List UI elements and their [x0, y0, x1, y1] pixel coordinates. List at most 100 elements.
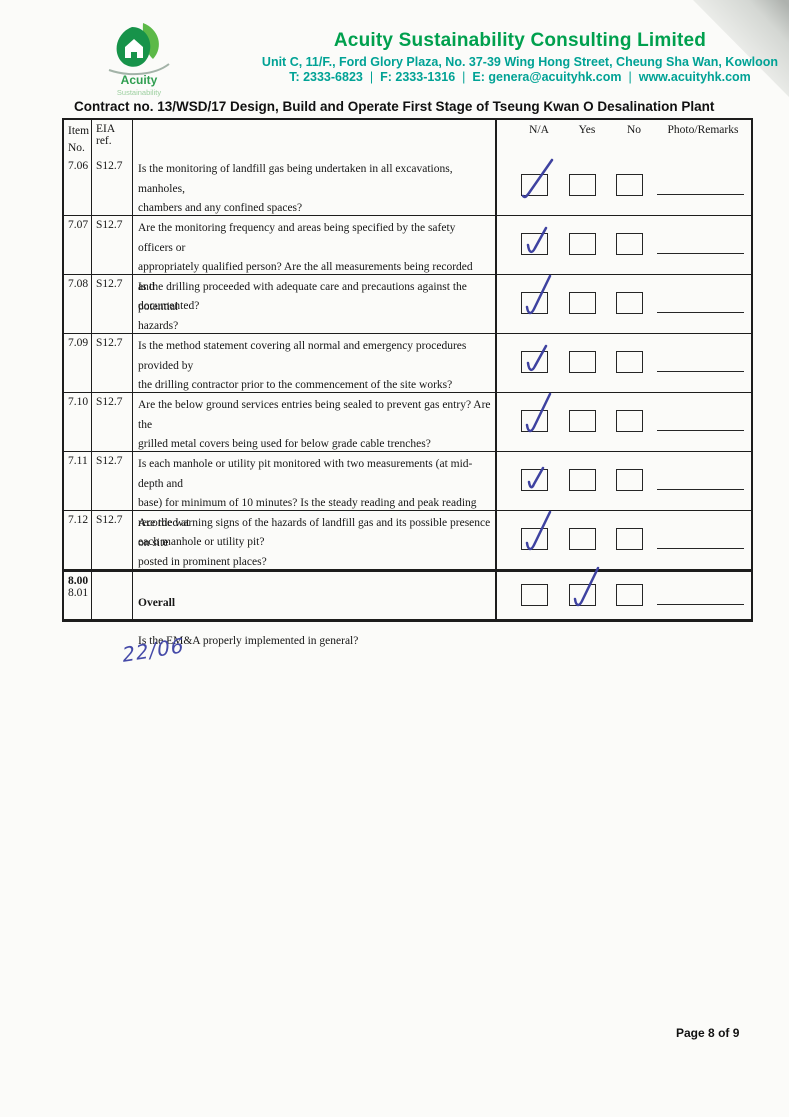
item-no: 7.06 [64, 157, 92, 215]
checkbox-no [616, 469, 643, 491]
checkbox-yes [569, 351, 596, 373]
table-row: 7.11 S12.7 Is each manhole or utility pi… [64, 451, 751, 548]
logo-swoosh [108, 63, 170, 75]
eia-ref-cell [92, 572, 133, 619]
remarks-line [657, 489, 744, 490]
company-address: Unit C, 11/F., Ford Glory Plaza, No. 37-… [261, 55, 779, 69]
page-number: Page 8 of 9 [676, 1026, 740, 1040]
logo-house-icon [125, 39, 143, 58]
question-text: Is the monitoring of landfill gas being … [133, 157, 497, 215]
col-header-item-no: Item No. [64, 120, 92, 157]
sub-item-no: 8.01 [68, 587, 89, 599]
col-header-yes: Yes [578, 124, 596, 136]
company-name: Acuity Sustainability Consulting Limited [333, 30, 707, 51]
eia-ref: S12.7 [92, 216, 133, 274]
answer-cell [497, 157, 751, 215]
table-row: 7.06 S12.7 Is the monitoring of landfill… [64, 157, 751, 215]
question-text: Is the method statement covering all nor… [133, 334, 497, 392]
eia-ref: S12.7 [92, 157, 133, 215]
checkbox-na [521, 584, 548, 606]
overall-question: Is the EM&A properly implemented in gene… [138, 635, 359, 647]
separator: | [369, 70, 374, 84]
col-header-question [133, 120, 497, 157]
handwritten-checkmark [526, 226, 548, 254]
question-text: Is the drilling proceeded with adequate … [133, 275, 497, 333]
handwritten-checkmark [526, 344, 548, 372]
checkbox-na [521, 226, 548, 255]
answer-cell [497, 334, 751, 392]
table-header-row: Item No. EIA ref. N/A Yes No Photo/Remar… [64, 120, 751, 157]
checkbox-yes [569, 410, 596, 432]
checkbox-no [616, 174, 643, 196]
letterhead: Acuity Sustainability Consulting Limited… [240, 30, 789, 84]
checklist-rows: 7.06 S12.7 Is the monitoring of landfill… [64, 157, 751, 569]
answer-cell [497, 566, 751, 619]
handwritten-checkmark [525, 274, 552, 315]
remarks-line [657, 371, 744, 372]
question-text: Are the below ground services entries be… [133, 393, 497, 451]
item-no: 7.10 [64, 393, 92, 451]
website-url: www.acuityhk.com [638, 70, 751, 84]
answer-cell [497, 216, 751, 274]
col-header-eia-ref: EIA ref. [92, 120, 133, 157]
logo-wordmark: Acuity [121, 73, 158, 87]
checklist-table: Item No. EIA ref. N/A Yes No Photo/Remar… [62, 118, 753, 647]
question-text: Is each manhole or utility pit monitored… [133, 452, 497, 548]
col-header-answers: N/A Yes No Photo/Remarks [497, 120, 751, 157]
checkbox-no [616, 351, 643, 373]
question-cell: Overall Is the EM&A properly implemented… [133, 572, 497, 647]
col-header-no: No [626, 124, 642, 136]
checkbox-no [616, 410, 643, 432]
acuity-logo: Acuity Sustainability [108, 23, 170, 97]
phone-number: T: 2333-6823 [289, 70, 363, 84]
item-no: 8.00 [68, 575, 89, 587]
handwritten-checkmark [525, 510, 552, 551]
handwritten-checkmark [521, 158, 554, 199]
checkbox-yes [569, 174, 596, 196]
checkbox-na [521, 510, 552, 551]
remarks-line [657, 312, 744, 313]
answer-cell [497, 274, 751, 333]
table-row: 7.09 S12.7 Is the method statement cover… [64, 333, 751, 392]
item-no: 7.09 [64, 334, 92, 392]
checkbox-na [521, 344, 548, 373]
col-header-na: N/A [529, 124, 549, 136]
overall-heading: Overall [138, 597, 176, 609]
item-no: 7.11 [64, 452, 92, 510]
checkbox-no [616, 584, 643, 606]
checkbox-yes [569, 566, 600, 607]
company-contacts: T: 2333-6823 | F: 2333-1316 | E: genera@acui… [240, 70, 789, 84]
table-row: 7.08 S12.7 Is the drilling proceeded wit… [64, 274, 751, 333]
remarks-line [657, 548, 744, 549]
checkbox-na [521, 274, 552, 315]
handwritten-checkmark [525, 392, 552, 433]
checkbox-yes [569, 292, 596, 314]
checkbox-no [616, 233, 643, 255]
email-address: E: genera@acuityhk.com [472, 70, 622, 84]
checkbox-na [521, 466, 548, 491]
answer-cell [497, 392, 751, 451]
fax-number: F: 2333-1316 [380, 70, 456, 84]
separator: | [628, 70, 632, 84]
table-row-overall: 8.00 8.01 Overall Is the EM&A properly i… [64, 566, 751, 647]
table-row: 7.12 S12.7 Are the warning signs of the … [64, 510, 751, 569]
eia-ref: S12.7 [92, 275, 133, 333]
item-no: 7.08 [64, 275, 92, 333]
handwritten-checkmark [573, 566, 600, 607]
answer-cell [497, 452, 751, 510]
checkbox-yes [569, 469, 596, 491]
item-no: 7.12 [64, 511, 92, 569]
remarks-line [657, 194, 744, 195]
checkbox-yes [569, 233, 596, 255]
col-header-remarks: Photo/Remarks [667, 124, 739, 136]
item-no-cell: 8.00 8.01 [64, 572, 92, 619]
eia-ref: S12.7 [92, 452, 133, 510]
checkbox-no [616, 292, 643, 314]
checkbox-yes [569, 528, 596, 550]
question-text: Are the warning signs of the hazards of … [133, 511, 497, 569]
table-row: 7.07 S12.7 Are the monitoring frequency … [64, 215, 751, 312]
eia-ref: S12.7 [92, 393, 133, 451]
checkbox-na [521, 158, 554, 199]
separator: | [462, 70, 466, 84]
logo-house-door [131, 52, 137, 58]
